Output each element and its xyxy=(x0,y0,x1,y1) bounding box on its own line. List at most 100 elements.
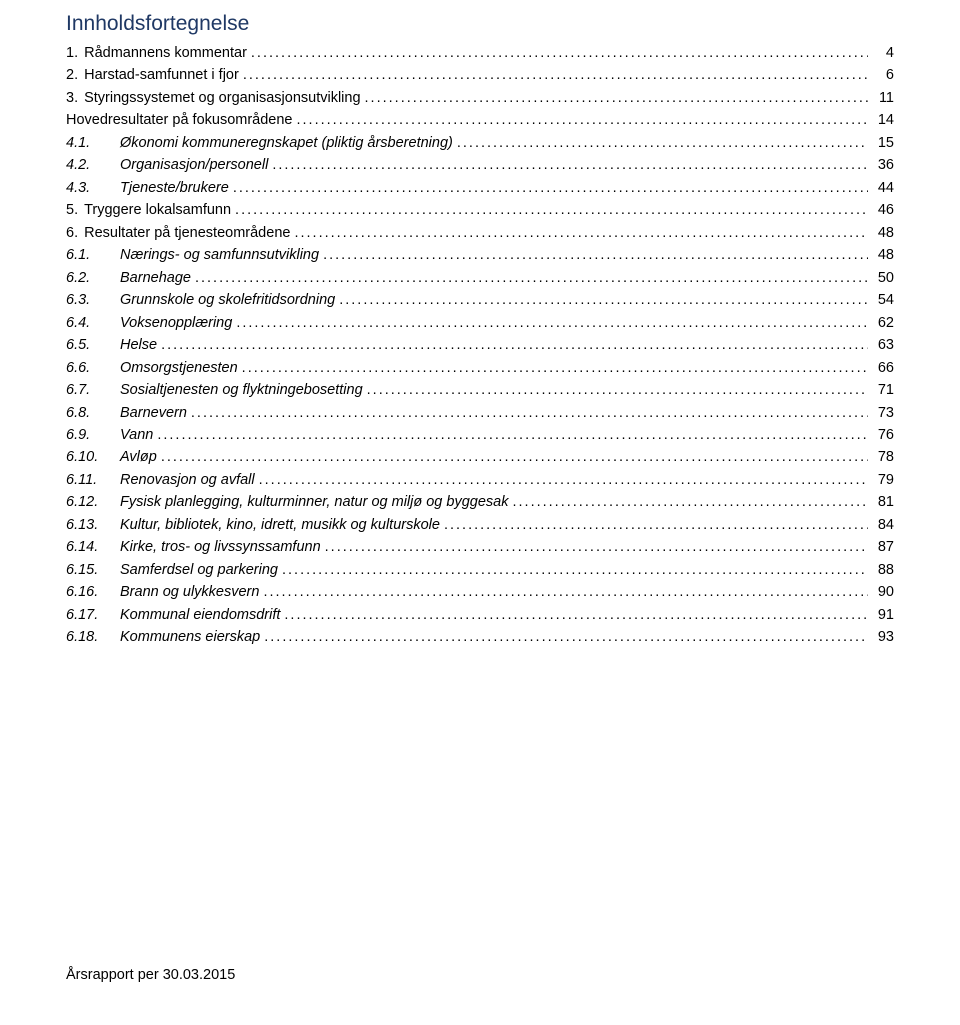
toc-page-number: 4 xyxy=(868,42,894,64)
toc-number: 6.8. xyxy=(66,402,120,424)
toc-number: 6.18. xyxy=(66,626,120,648)
toc-leader-dots xyxy=(363,379,868,401)
toc-row: 6.16.Brann og ulykkesvern90 xyxy=(66,581,894,603)
toc-leader-dots xyxy=(157,446,868,468)
toc-leader-dots xyxy=(247,42,868,64)
toc-leader-dots xyxy=(153,424,868,446)
toc-number: 6.15. xyxy=(66,559,120,581)
toc-row: 6.7.Sosialtjenesten og flyktningebosetti… xyxy=(66,379,894,401)
toc-page-number: 79 xyxy=(868,469,894,491)
toc-number: 3. xyxy=(66,87,84,109)
toc-leader-dots xyxy=(335,289,868,311)
toc-row: 6.11.Renovasjon og avfall 79 xyxy=(66,469,894,491)
toc-label: Omsorgstjenesten xyxy=(120,357,238,379)
toc-row: 6.4.Voksenopplæring62 xyxy=(66,312,894,334)
toc-number: 6.16. xyxy=(66,581,120,603)
toc-number: 6.13. xyxy=(66,514,120,536)
toc-leader-dots xyxy=(187,402,868,424)
toc-number: 6.17. xyxy=(66,604,120,626)
toc-number: 4.3. xyxy=(66,177,120,199)
toc-row: 6.3.Grunnskole og skolefritidsordning54 xyxy=(66,289,894,311)
toc-page-number: 76 xyxy=(868,424,894,446)
toc-label: Fysisk planlegging, kulturminner, natur … xyxy=(120,491,508,513)
toc-row: 1.Rådmannens kommentar 4 xyxy=(66,42,894,64)
toc-number: 5. xyxy=(66,199,84,221)
toc-label: Harstad-samfunnet i fjor xyxy=(84,64,239,86)
toc-leader-dots xyxy=(440,514,868,536)
toc-label: Renovasjon og avfall xyxy=(120,469,255,491)
toc-row: 2.Harstad-samfunnet i fjor 6 xyxy=(66,64,894,86)
toc-page-number: 48 xyxy=(868,222,894,244)
toc-page-number: 93 xyxy=(868,626,894,648)
toc-page-number: 50 xyxy=(868,267,894,289)
toc-leader-dots xyxy=(191,267,868,289)
toc-label: Helse xyxy=(120,334,157,356)
toc-number: 6.1. xyxy=(66,244,120,266)
toc-number: 6.12. xyxy=(66,491,120,513)
toc-row: 5.Tryggere lokalsamfunn 46 xyxy=(66,199,894,221)
toc-number: 6.9. xyxy=(66,424,120,446)
toc-page-number: 6 xyxy=(868,64,894,86)
toc-leader-dots xyxy=(290,222,868,244)
toc-row: 4.1.Økonomi kommuneregnskapet (pliktig å… xyxy=(66,132,894,154)
toc-leader-dots xyxy=(321,536,868,558)
toc-page-number: 54 xyxy=(868,289,894,311)
toc-label: Kommunal eiendomsdrift xyxy=(120,604,280,626)
toc-label: Hovedresultater på fokusområdene xyxy=(66,109,293,131)
toc-row: 6.2.Barnehage 50 xyxy=(66,267,894,289)
toc-number: 1. xyxy=(66,42,84,64)
toc-leader-dots xyxy=(278,559,868,581)
toc-page-number: 11 xyxy=(868,87,894,109)
toc-leader-dots xyxy=(238,357,868,379)
toc-number: 4.1. xyxy=(66,132,120,154)
toc-number: 2. xyxy=(66,64,84,86)
toc-label: Barnehage xyxy=(120,267,191,289)
toc-label: Økonomi kommuneregnskapet (pliktig årsbe… xyxy=(120,132,453,154)
toc-number: 6.6. xyxy=(66,357,120,379)
toc-leader-dots xyxy=(361,87,868,109)
toc-number: 6.2. xyxy=(66,267,120,289)
toc-number: 6.14. xyxy=(66,536,120,558)
toc-page-number: 15 xyxy=(868,132,894,154)
toc-label: Avløp xyxy=(120,446,157,468)
toc-number: 6.11. xyxy=(66,469,120,491)
toc-number: 6.7. xyxy=(66,379,120,401)
toc-number: 6.3. xyxy=(66,289,120,311)
toc-row: 6.12.Fysisk planlegging, kulturminner, n… xyxy=(66,491,894,513)
toc-row: 6.5.Helse 63 xyxy=(66,334,894,356)
toc-row: 6.Resultater på tjenesteområdene48 xyxy=(66,222,894,244)
toc-number: 6.10. xyxy=(66,446,120,468)
toc-leader-dots xyxy=(229,177,868,199)
toc-leader-dots xyxy=(259,581,868,603)
toc-leader-dots xyxy=(319,244,868,266)
toc-page-number: 78 xyxy=(868,446,894,468)
toc-page-number: 84 xyxy=(868,514,894,536)
toc-label: Nærings- og samfunnsutvikling xyxy=(120,244,319,266)
toc-row: 3.Styringssystemet og organisasjonsutvik… xyxy=(66,87,894,109)
toc-label: Rådmannens kommentar xyxy=(84,42,247,64)
toc-page-number: 63 xyxy=(868,334,894,356)
toc-row: 6.13.Kultur, bibliotek, kino, idrett, mu… xyxy=(66,514,894,536)
toc-page-number: 36 xyxy=(868,154,894,176)
toc-label: Tryggere lokalsamfunn xyxy=(84,199,231,221)
toc-leader-dots xyxy=(260,626,868,648)
toc-label: Samferdsel og parkering xyxy=(120,559,278,581)
toc-leader-dots xyxy=(157,334,868,356)
toc-row: 6.10.Avløp 78 xyxy=(66,446,894,468)
toc-page-number: 66 xyxy=(868,357,894,379)
toc-label: Resultater på tjenesteområdene xyxy=(84,222,290,244)
toc-number: 6.5. xyxy=(66,334,120,356)
toc-label: Kommunens eierskap xyxy=(120,626,260,648)
toc-label: Kirke, tros- og livssynssamfunn xyxy=(120,536,321,558)
toc-page-number: 46 xyxy=(868,199,894,221)
toc-page-number: 73 xyxy=(868,402,894,424)
toc-row: 6.8.Barnevern73 xyxy=(66,402,894,424)
toc-leader-dots xyxy=(239,64,868,86)
toc-page-number: 71 xyxy=(868,379,894,401)
toc-row: 4.3.Tjeneste/brukere44 xyxy=(66,177,894,199)
toc-page-number: 14 xyxy=(868,109,894,131)
toc-page-number: 87 xyxy=(868,536,894,558)
toc-leader-dots xyxy=(508,491,868,513)
toc-row: 6.1.Nærings- og samfunnsutvikling48 xyxy=(66,244,894,266)
footer-text: Årsrapport per 30.03.2015 xyxy=(66,967,235,983)
